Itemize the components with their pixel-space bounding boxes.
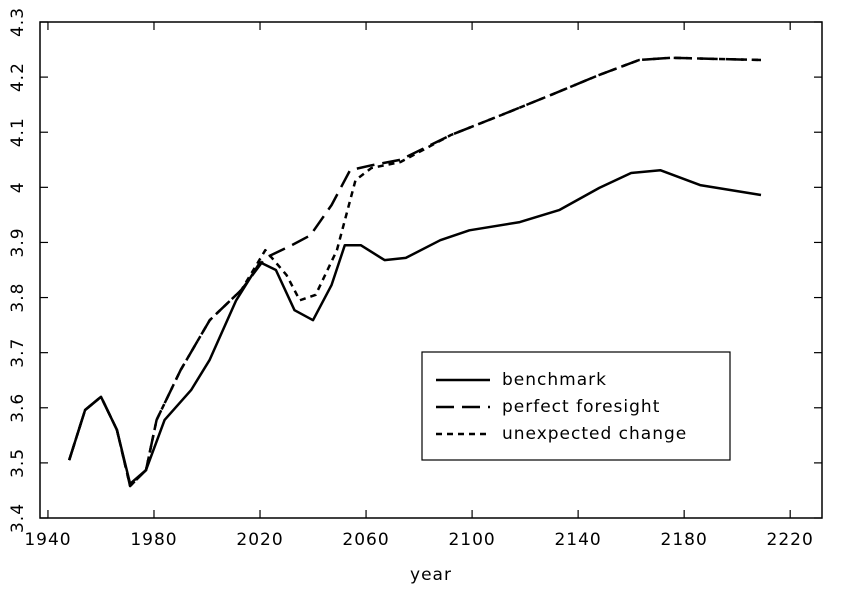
x-tick-label: 2020 [236, 530, 283, 550]
y-tick-label: 3.4 [8, 503, 28, 533]
y-tick-label: 3.8 [8, 283, 28, 313]
x-tick-label: 1980 [130, 530, 177, 550]
x-tick-label: 2100 [448, 530, 495, 550]
y-tick-label: 3.9 [8, 227, 28, 257]
legend-label: unexpected change [502, 424, 687, 444]
x-tick-label: 2220 [767, 530, 814, 550]
y-tick-label: 3.5 [8, 448, 28, 478]
x-tick-label: 1940 [24, 530, 71, 550]
y-tick-label: 4.3 [8, 7, 28, 37]
x-tick-label: 2180 [661, 530, 708, 550]
y-tick-label: 4.1 [8, 117, 28, 147]
x-axis-label: year [410, 565, 452, 585]
legend-label: benchmark [502, 370, 607, 390]
y-tick-label: 4 [8, 181, 28, 193]
plot-frame [39, 21, 823, 519]
x-tick-label: 2060 [342, 530, 389, 550]
y-tick-label: 4.2 [8, 62, 28, 92]
legend-label: perfect foresight [502, 397, 660, 417]
y-tick-label: 3.6 [8, 393, 28, 423]
x-tick-label: 2140 [554, 530, 601, 550]
y-tick-label: 3.7 [8, 338, 28, 368]
series-line [68, 56, 762, 488]
